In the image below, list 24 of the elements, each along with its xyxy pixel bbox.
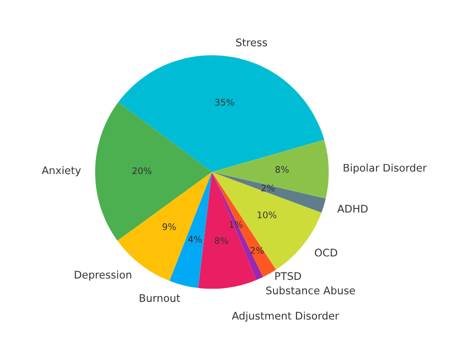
slice-label: Depression — [74, 270, 132, 281]
slice-label: Substance Abuse — [266, 286, 355, 294]
data-label: 8% — [275, 166, 289, 173]
data-label: 1% — [230, 221, 243, 228]
slice-label: ADHD — [337, 204, 368, 213]
slice-label: Stress — [236, 38, 267, 46]
data-label: 10% — [258, 211, 276, 218]
slice-label: Adjustment Disorder — [232, 312, 340, 322]
data-label: 2% — [261, 184, 275, 192]
slice-label: Burnout — [140, 294, 180, 302]
pie-slice — [212, 140, 329, 198]
data-label: 2% — [250, 246, 264, 254]
slice-label: Bipolar Disorder — [344, 164, 427, 174]
data-label: 8% — [214, 237, 228, 244]
slice-label: Anxiety — [42, 166, 81, 176]
pie-slice — [212, 172, 326, 213]
data-label: 20% — [132, 167, 152, 174]
pie-slice — [95, 102, 212, 241]
data-label: 9% — [162, 223, 176, 230]
data-label: 4% — [188, 236, 202, 243]
data-label: 35% — [215, 98, 234, 106]
slice-label: PTSD — [275, 272, 301, 280]
pie-slice — [212, 172, 276, 277]
slice-label: OCD — [314, 248, 338, 257]
